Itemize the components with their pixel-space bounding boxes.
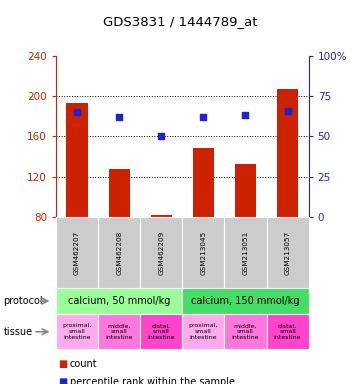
Text: middle,
small
intestine: middle, small intestine xyxy=(105,323,133,340)
Text: GSM462209: GSM462209 xyxy=(158,230,164,275)
Text: calcium, 50 mmol/kg: calcium, 50 mmol/kg xyxy=(68,296,170,306)
Text: percentile rank within the sample: percentile rank within the sample xyxy=(70,377,235,384)
Text: count: count xyxy=(70,359,97,369)
Text: protocol: protocol xyxy=(4,296,43,306)
Text: GSM213057: GSM213057 xyxy=(284,230,291,275)
Bar xyxy=(193,149,214,217)
Text: GSM213051: GSM213051 xyxy=(243,230,248,275)
Bar xyxy=(109,169,130,217)
Point xyxy=(200,114,206,120)
Text: GDS3831 / 1444789_at: GDS3831 / 1444789_at xyxy=(103,15,258,28)
Text: GSM462207: GSM462207 xyxy=(74,230,80,275)
Point xyxy=(243,112,248,118)
Text: GSM213045: GSM213045 xyxy=(200,230,206,275)
Text: ■: ■ xyxy=(58,377,67,384)
Point xyxy=(285,108,291,114)
Bar xyxy=(66,103,87,217)
Point xyxy=(74,109,80,115)
Text: GSM462208: GSM462208 xyxy=(116,230,122,275)
Text: distal,
small
intestine: distal, small intestine xyxy=(148,323,175,340)
Point xyxy=(158,133,164,139)
Text: middle,
small
intestine: middle, small intestine xyxy=(232,323,259,340)
Text: ■: ■ xyxy=(58,359,67,369)
Bar xyxy=(151,215,172,217)
Text: calcium, 150 mmol/kg: calcium, 150 mmol/kg xyxy=(191,296,300,306)
Text: proximal,
small
intestine: proximal, small intestine xyxy=(189,323,218,340)
Point xyxy=(116,114,122,120)
Text: proximal,
small
intestine: proximal, small intestine xyxy=(62,323,92,340)
Bar xyxy=(277,89,298,217)
Bar xyxy=(235,164,256,217)
Text: tissue: tissue xyxy=(4,327,33,337)
Text: distal,
small
intestine: distal, small intestine xyxy=(274,323,301,340)
